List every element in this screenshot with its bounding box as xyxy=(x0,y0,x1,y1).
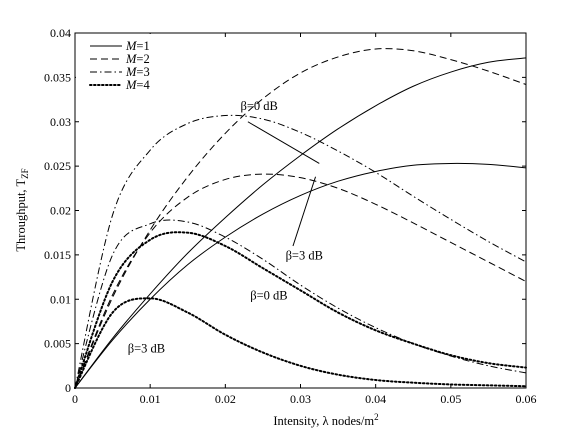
annotation-pointers xyxy=(247,121,320,247)
y-tick-label: 0.005 xyxy=(44,337,71,351)
x-tick-label: 0 xyxy=(72,392,78,406)
y-tick-label: 0.01 xyxy=(50,292,71,306)
legend: M=1M=2M=3M=4 xyxy=(76,34,162,92)
x-tick-label: 0.06 xyxy=(516,392,537,406)
series-lines xyxy=(74,48,527,389)
x-axis-label-sup: 2 xyxy=(374,412,379,422)
x-axis-label: Intensity, λ nodes/m2 xyxy=(273,412,378,428)
legend-label: M=3 xyxy=(125,65,150,79)
y-tick-label: 0.03 xyxy=(50,115,71,129)
annotation-label: β=3 dB xyxy=(128,342,165,356)
x-axis-label-main: Intensity, λ nodes/m xyxy=(273,414,374,428)
series-line-3 xyxy=(74,48,527,389)
y-tick-label: 0.02 xyxy=(50,204,71,218)
annotations: β=0 dB β=3 dB β=0 dB β=3 dB xyxy=(128,99,323,355)
x-tick-label: 0.04 xyxy=(365,392,386,406)
annotation-pointer xyxy=(292,176,317,247)
y-tick-label: 0.025 xyxy=(44,159,71,173)
series-line-2 xyxy=(74,162,527,389)
annotation-label: β=0 dB xyxy=(240,99,277,113)
annotation-label: β=3 dB xyxy=(286,248,323,262)
x-tick-label: 0.01 xyxy=(140,392,161,406)
x-tick-label: 0.02 xyxy=(215,392,236,406)
legend-label: M=4 xyxy=(125,78,150,92)
legend-box xyxy=(76,34,162,90)
x-tick-label: 0.05 xyxy=(440,392,461,406)
legend-label: M=2 xyxy=(125,52,150,66)
annotation-label: β=0 dB xyxy=(250,288,287,302)
series-line-7 xyxy=(74,231,527,389)
y-tick-label: 0 xyxy=(65,381,71,395)
x-tick-label: 0.03 xyxy=(290,392,311,406)
legend-label: M=1 xyxy=(125,39,150,53)
annotation-pointer xyxy=(247,121,320,164)
y-axis-label: Throughput, TZF xyxy=(14,168,30,251)
y-tick-label: 0.015 xyxy=(44,248,71,262)
y-axis-label-sub: ZF xyxy=(20,168,30,179)
tick-labels: 0 0.01 0.02 0.03 0.04 0.05 0.06 0 0.005 0.01 0.015… xyxy=(44,26,537,406)
series-line-5 xyxy=(74,114,527,389)
series-line-4 xyxy=(74,173,527,389)
series-line-1 xyxy=(74,57,527,389)
y-tick-label: 0.035 xyxy=(44,70,71,84)
series-line-8 xyxy=(74,297,527,389)
y-tick-label: 0.04 xyxy=(50,26,71,40)
y-axis-label-main: Throughput, T xyxy=(14,179,28,252)
